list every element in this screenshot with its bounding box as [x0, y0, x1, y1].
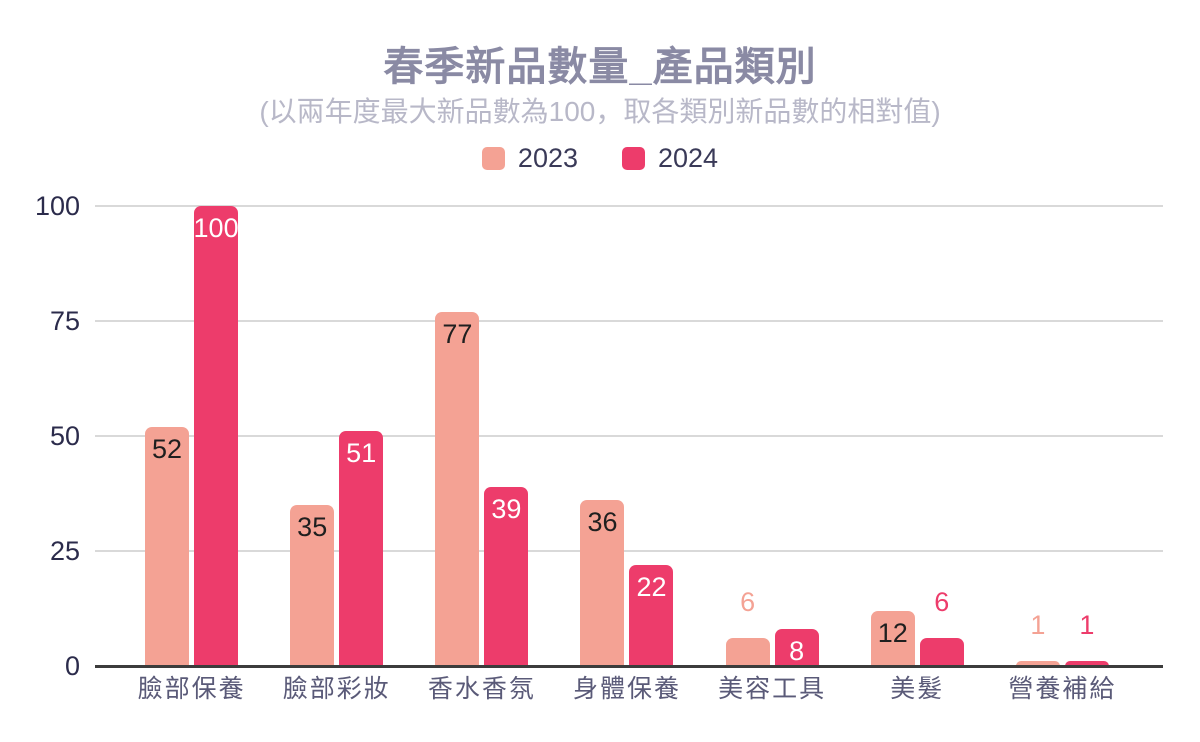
- y-tick-label: 0: [64, 651, 80, 681]
- bar-2023-營養補給: 1: [1015, 611, 1060, 666]
- x-axis-labels: 臉部保養 臉部彩妝 香水香氛 身體保養 美容工具 美髮 營養補給: [119, 674, 1135, 704]
- bar-value-label: 1: [1079, 610, 1095, 641]
- category-label-香水香氛: 香水香氛: [427, 675, 536, 703]
- legend-label-2023: 2023: [517, 142, 578, 173]
- bar-2024-美髮: 6: [919, 588, 964, 666]
- plot-area: 52 100 35 51 77 39 36 22 6 8 12 6 1 1 臉部保養 臉部彩妝 香水香氛 身體保…: [95, 205, 1163, 703]
- y-tick-label: 25: [49, 536, 80, 566]
- bar-2024-美容工具: 8: [774, 629, 819, 667]
- bar-2024-營養補給: 1: [1064, 611, 1109, 666]
- bar-2023-美髮: 12: [870, 610, 915, 666]
- category-label-身體保養: 身體保養: [572, 675, 681, 703]
- chart-subtitle: (以兩年度最大新品數為100，取各類別新品數的相對值): [259, 96, 941, 127]
- bar-value-label: 35: [297, 512, 328, 542]
- bar-2023-臉部保養: 52: [145, 426, 190, 666]
- y-tick-label: 50: [49, 421, 80, 451]
- chart-legend: 2023 2024: [0, 142, 1200, 174]
- bar-value-label: 8: [789, 636, 805, 667]
- gridline: [95, 435, 1163, 437]
- bars-row: 52 100 35 51 77 39 36 22 6 8 12 6 1 1: [119, 206, 1135, 666]
- bar-2023-身體保養: 36: [580, 500, 625, 666]
- bar-2023-臉部彩妝: 35: [290, 505, 335, 666]
- gridline: [95, 205, 1163, 208]
- bar-2023-美容工具: 6: [725, 588, 770, 666]
- bar-group-臉部保養: 52 100: [119, 206, 264, 666]
- category-label-營養補給: 營養補給: [1008, 675, 1117, 703]
- y-tick-label: 75: [49, 306, 80, 336]
- category-label-美容工具: 美容工具: [718, 675, 827, 703]
- bar-2024-臉部保養: 100: [193, 206, 239, 666]
- bar-value-label: 22: [636, 571, 667, 602]
- bar-group-臉部彩妝: 35 51: [264, 431, 409, 666]
- bar-2024-香水香氛: 39: [484, 486, 529, 666]
- category-label-臉部彩妝: 臉部彩妝: [282, 675, 391, 703]
- legend-item-2023: 2023: [481, 142, 578, 174]
- x-axis-baseline: [95, 665, 1163, 668]
- bar-value-label: 51: [346, 438, 377, 469]
- bar-value-label: 36: [587, 507, 618, 538]
- bar-value-label: 12: [877, 617, 908, 648]
- bar-2024-臉部彩妝: 51: [339, 431, 384, 666]
- bar-value-label: 6: [740, 587, 756, 618]
- legend-swatch-2024-icon: [622, 146, 645, 170]
- bar-value-label: 100: [193, 213, 239, 243]
- bar-group-美髮: 12 6: [845, 588, 990, 666]
- bar-value-label: 77: [442, 318, 473, 349]
- bar-2023-香水香氛: 77: [435, 311, 480, 666]
- legend-label-2024: 2024: [658, 142, 719, 173]
- gridline: [95, 550, 1163, 552]
- bar-group-香水香氛: 77 39: [409, 311, 554, 666]
- bar-value-label: 39: [491, 493, 522, 524]
- bar-group-身體保養: 36 22: [554, 500, 699, 666]
- bar-value-label: 52: [152, 433, 183, 464]
- category-label-臉部保養: 臉部保養: [137, 675, 246, 703]
- chart-title: 春季新品數量_產品類別: [383, 45, 817, 89]
- bar-value-label: 1: [1030, 610, 1046, 641]
- bar-value-label: 6: [934, 587, 950, 618]
- category-label-美髮: 美髮: [890, 675, 945, 703]
- bar-2024-身體保養: 22: [629, 564, 674, 666]
- legend-swatch-2023-icon: [481, 146, 505, 170]
- legend-item-2024: 2024: [622, 143, 718, 174]
- gridline: [95, 320, 1163, 322]
- y-tick-label: 100: [34, 191, 80, 221]
- y-axis: 0 25 50 75 100: [0, 191, 80, 681]
